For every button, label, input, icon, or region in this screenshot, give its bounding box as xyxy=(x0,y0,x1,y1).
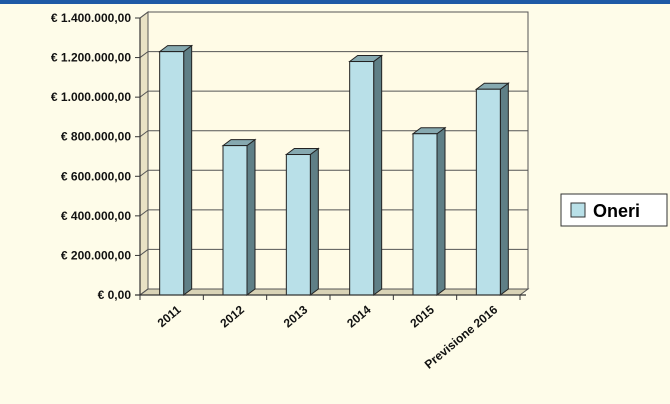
y-tick-label: € 0,00 xyxy=(98,288,132,302)
floor xyxy=(138,288,530,296)
x-tick-label: 2014 xyxy=(344,302,374,330)
x-tick-label: 2015 xyxy=(407,302,437,330)
gridline xyxy=(139,130,528,138)
bar-front xyxy=(159,51,185,296)
y-tick-label: € 1.200.000,00 xyxy=(51,51,131,65)
y-axis: € 0,00 € 200.000,00 € 400.000,00 € 600.000,… xyxy=(51,11,141,302)
y-tick-label: € 400.000,00 xyxy=(61,209,131,223)
bar-front xyxy=(349,61,375,296)
x-tick-label: 2011 xyxy=(155,302,184,330)
gridline xyxy=(139,11,528,19)
gridline xyxy=(139,51,528,58)
bar xyxy=(284,147,320,296)
bar xyxy=(158,44,194,296)
bar xyxy=(474,82,510,296)
bar-front xyxy=(222,145,248,296)
back-wall xyxy=(147,11,529,290)
y-tick-label: € 1.000.000,00 xyxy=(51,90,131,104)
bar xyxy=(411,126,447,296)
bar-side xyxy=(309,147,319,296)
gridline xyxy=(139,209,528,217)
bar xyxy=(221,138,257,296)
plot-walls xyxy=(138,11,530,296)
legend-swatch xyxy=(570,202,586,218)
bar-side xyxy=(183,44,193,296)
bar-side xyxy=(373,54,383,296)
gridline xyxy=(139,90,528,98)
bar xyxy=(348,54,384,296)
y-tick-label: € 600.000,00 xyxy=(61,169,131,183)
legend-label-oneri: Oneri xyxy=(593,201,640,221)
y-tick-label: € 800.000,00 xyxy=(61,130,131,144)
gridline xyxy=(139,169,528,177)
bar-side xyxy=(246,138,256,296)
bar-side xyxy=(499,82,509,296)
y-tick-label: € 1.400.000,00 xyxy=(51,11,131,25)
bar-front xyxy=(285,154,311,296)
bar-front xyxy=(475,88,501,296)
x-tick-label: 2012 xyxy=(217,302,247,330)
bar-front xyxy=(412,133,438,296)
gridline xyxy=(139,248,528,256)
gridlines xyxy=(139,11,528,296)
bars xyxy=(158,44,510,296)
legend: Oneri xyxy=(560,193,668,227)
gridline xyxy=(139,288,528,296)
top-accent-bar xyxy=(0,0,670,4)
bar-side xyxy=(436,126,446,296)
x-tick-label: 2013 xyxy=(281,302,311,330)
y-tick-label: € 200.000,00 xyxy=(61,248,131,262)
